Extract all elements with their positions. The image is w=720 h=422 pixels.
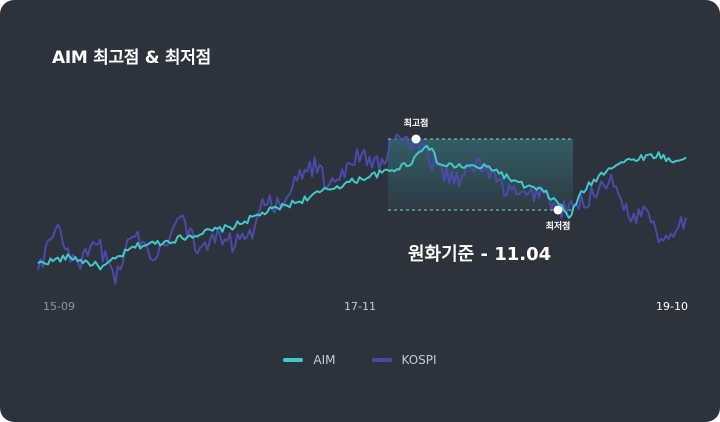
low-label: 최저점 <box>546 220 571 232</box>
legend-item-aim[interactable]: AIM <box>283 350 336 370</box>
high-low-band <box>388 139 573 210</box>
legend-swatch-aim <box>283 358 304 362</box>
legend-swatch-kospi <box>371 358 392 362</box>
aim-series-line <box>37 144 687 271</box>
low-point-marker <box>553 205 563 215</box>
x-tick-label-mid: 17-11 <box>344 300 376 313</box>
high-label: 최고점 <box>404 117 429 129</box>
currency-note: 원화기준 - 11.04 <box>408 244 551 265</box>
x-tick-label-start: 15-09 <box>43 300 75 313</box>
x-tick-label-end: 19-10 <box>656 300 688 313</box>
legend-item-kospi[interactable]: KOSPI <box>371 350 437 370</box>
legend-label-kospi: KOSPI <box>401 353 437 367</box>
legend-label-aim: AIM <box>313 353 336 367</box>
chart-legend: AIM KOSPI <box>0 350 720 370</box>
chart-title: AIM 최고점 & 최저점 <box>52 48 211 68</box>
kospi-series-line <box>37 133 687 285</box>
high-point-marker <box>411 134 421 144</box>
